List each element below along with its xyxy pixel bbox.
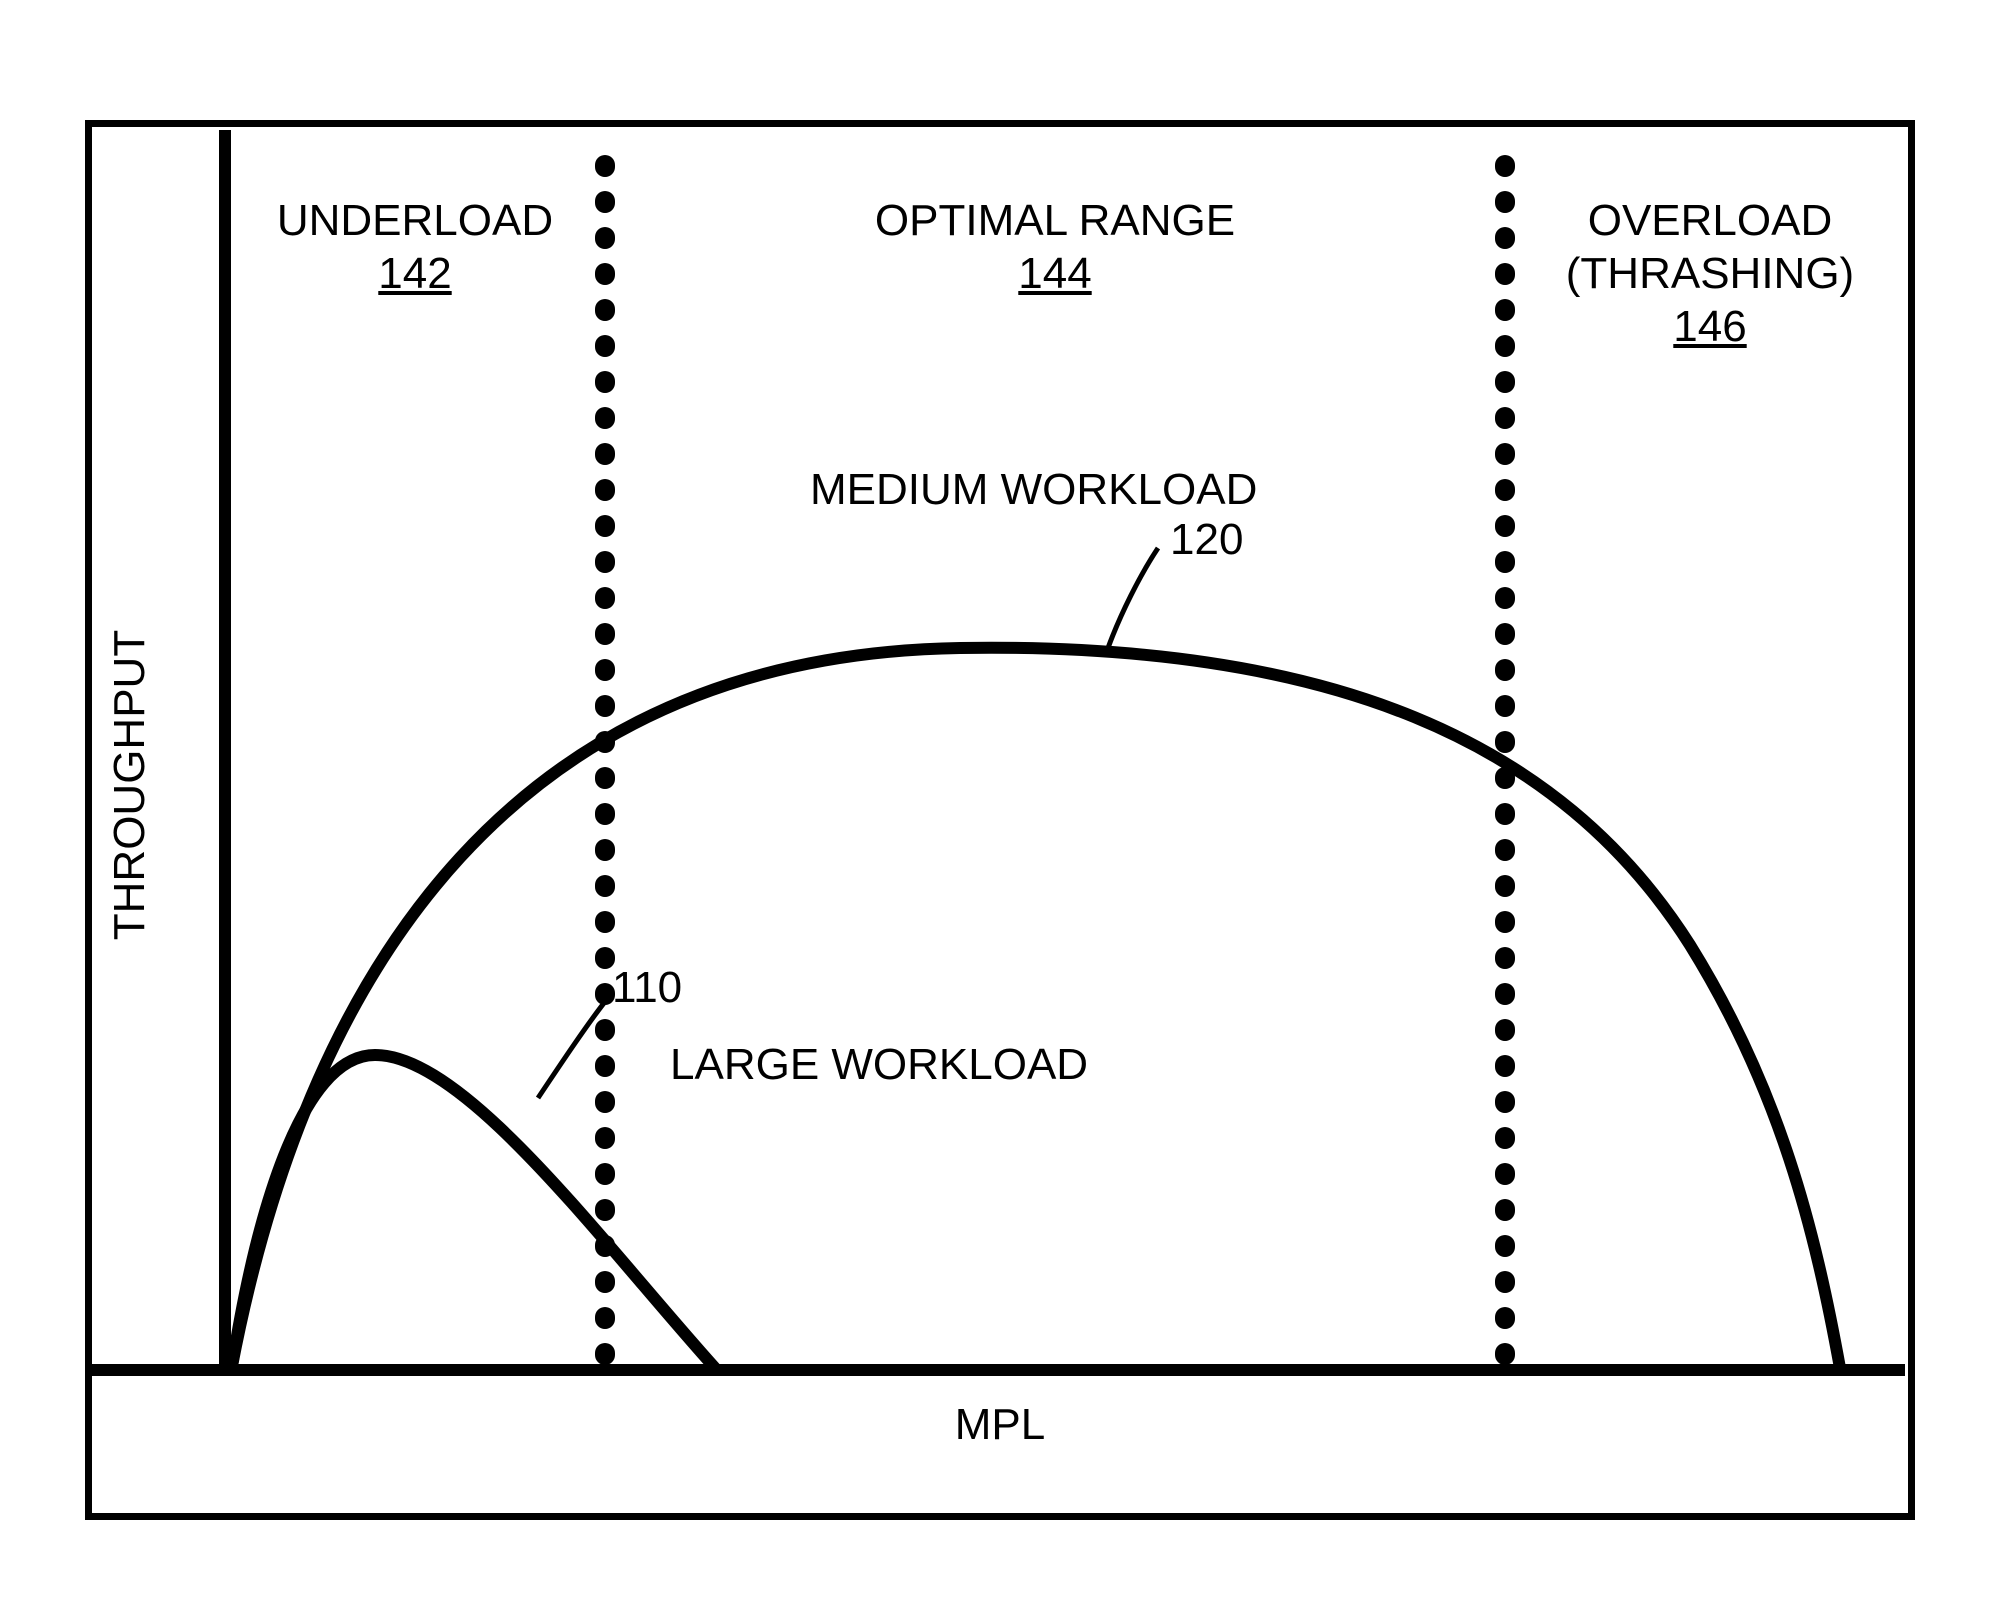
region-underload-number: 142 [378, 249, 451, 298]
region-underload: UNDERLOAD 142 [235, 195, 595, 301]
label-large-workload: LARGE WORKLOAD [670, 1040, 1088, 1090]
region-optimal-number: 144 [1018, 249, 1091, 298]
region-overload-number: 146 [1673, 302, 1746, 351]
curve-medium-workload [232, 648, 1840, 1368]
region-underload-title: UNDERLOAD [277, 196, 553, 245]
region-optimal-title: OPTIMAL RANGE [875, 196, 1235, 245]
region-overload-title2: (THRASHING) [1566, 249, 1854, 298]
leader-line-120 [1108, 548, 1158, 648]
ref-110: 110 [612, 963, 682, 1013]
label-medium-workload: MEDIUM WORKLOAD [810, 465, 1257, 515]
leader-line-110 [538, 998, 608, 1098]
ref-120: 120 [1170, 515, 1243, 565]
region-optimal: OPTIMAL RANGE 144 [700, 195, 1410, 301]
region-overload-title: OVERLOAD [1588, 196, 1833, 245]
y-axis-label: THROUGHPUT [105, 615, 155, 955]
x-axis-label: MPL [900, 1400, 1100, 1450]
region-overload: OVERLOAD (THRASHING) 146 [1530, 195, 1890, 353]
